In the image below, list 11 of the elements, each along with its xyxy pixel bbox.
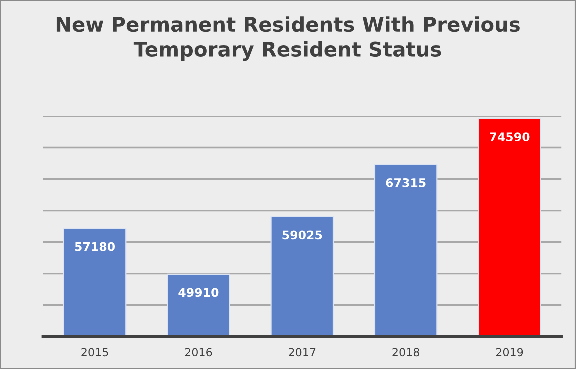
data-label: 67315 (386, 178, 426, 188)
data-label: 57180 (75, 242, 116, 252)
data-label: 49910 (178, 288, 219, 298)
chart-title: New Permanent Residents With Previous Temporary Resident Status (56, 16, 520, 62)
data-label: 59025 (282, 230, 322, 240)
x-tick-label: 2019 (496, 348, 524, 357)
data-label: 74590 (490, 132, 530, 142)
x-tick-label: 2015 (82, 348, 108, 357)
x-tick-label: 2017 (289, 348, 316, 357)
x-tick-label: 2018 (392, 348, 420, 357)
x-tick-label: 2016 (185, 348, 212, 357)
